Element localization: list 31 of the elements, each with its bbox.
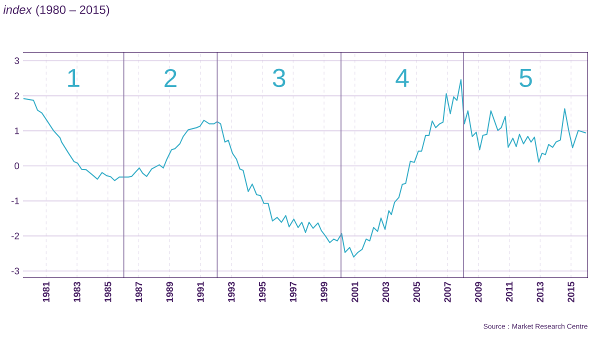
- annotation: 4: [396, 69, 409, 87]
- y-tick-label: 1: [14, 128, 20, 134]
- annotation: 3: [272, 68, 286, 88]
- annotation: 2: [164, 68, 176, 88]
- y-tick-label: 3: [14, 57, 20, 64]
- x-tick-label: 2013: [536, 282, 544, 302]
- y-tick-label: -2: [11, 232, 20, 240]
- x-tick-label: 1985: [104, 282, 112, 302]
- x-tick-label: 2007: [444, 282, 451, 302]
- y-tick-label: 0: [14, 162, 20, 170]
- y-tick-label: -1: [11, 198, 20, 204]
- x-tick-label: 1995: [258, 282, 266, 302]
- x-tick-label: 2003: [382, 282, 390, 302]
- x-tick-label: 1987: [135, 282, 142, 302]
- x-tick-label: 1981: [42, 282, 50, 302]
- x-tick-label: 1993: [228, 282, 235, 302]
- annotation: 5: [520, 68, 532, 88]
- x-tick-label: 1999: [320, 282, 328, 302]
- x-tick-label: 1997: [290, 282, 297, 302]
- x-tick-label: 2005: [413, 282, 420, 302]
- x-tick-label: 2001: [352, 282, 358, 302]
- x-tick-label: 1991: [197, 282, 204, 302]
- y-tick-label: 2: [14, 92, 20, 100]
- chart-title: index (1980 – 2015): [3, 5, 110, 16]
- x-tick-label: 2015: [568, 282, 574, 302]
- annotation: 1: [68, 69, 80, 87]
- x-tick-label: 1989: [166, 282, 174, 302]
- x-tick-label: 2009: [475, 282, 482, 302]
- x-tick-label: 1983: [74, 282, 80, 302]
- y-tick-label: -3: [11, 268, 20, 274]
- x-tick-label: 2011: [506, 282, 513, 302]
